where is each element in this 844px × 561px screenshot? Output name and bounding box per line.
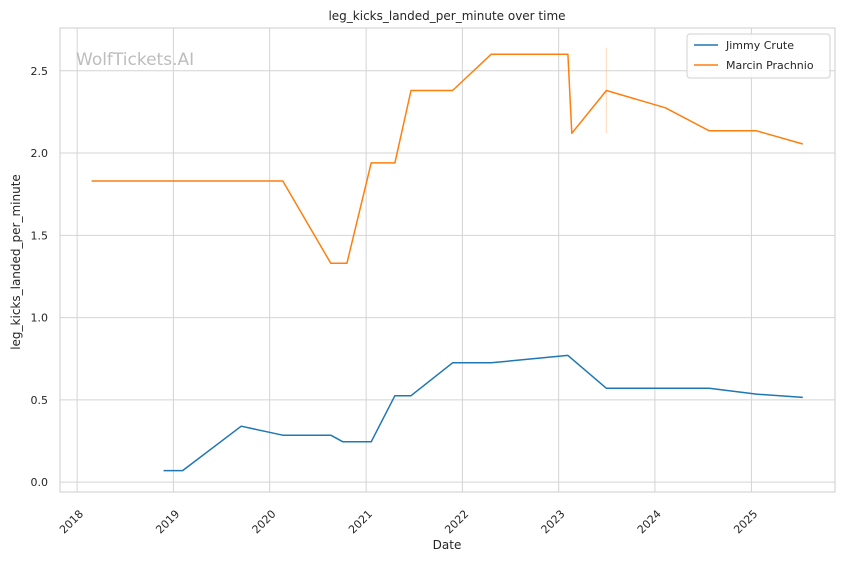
y-axis-label: leg_kicks_landed_per_minute (9, 174, 23, 350)
legend-box (686, 33, 831, 79)
data-point (708, 130, 710, 132)
data-point (802, 143, 804, 145)
legend-label: Jimmy Crute (725, 39, 794, 52)
series-line-0 (163, 354, 803, 472)
data-point (452, 362, 454, 364)
series-line-1 (91, 53, 804, 265)
plot-frame (59, 27, 836, 493)
legend: Jimmy Crute Marcin Prachnio (686, 33, 831, 79)
data-point (606, 388, 608, 390)
x-tick-label: 2025 (731, 507, 760, 536)
x-tick-label: 2020 (250, 507, 279, 536)
data-point (394, 162, 396, 164)
data-point (282, 434, 284, 436)
data-point (342, 441, 344, 443)
data-point (282, 180, 284, 182)
data-point (410, 395, 412, 397)
y-tick-label: 0.0 (31, 476, 49, 489)
data-point (330, 262, 332, 264)
series-layer (91, 47, 804, 472)
data-point (665, 107, 667, 109)
data-point (571, 133, 573, 135)
y-tick-label: 1.0 (31, 312, 49, 325)
data-point (606, 90, 608, 92)
x-tick-label: 2021 (346, 507, 375, 536)
y-tick-label: 2.0 (31, 147, 49, 160)
data-point (394, 395, 396, 397)
data-point (410, 90, 412, 92)
y-tick-label: 1.5 (31, 229, 49, 242)
x-axis-label: Date (433, 538, 462, 552)
data-point (182, 470, 184, 472)
data-point (802, 397, 804, 399)
data-point (240, 425, 242, 427)
data-point (91, 180, 93, 182)
data-point (708, 388, 710, 390)
legend-label: Marcin Prachnio (726, 59, 814, 72)
data-point (452, 90, 454, 92)
data-point (490, 54, 492, 56)
data-point (370, 441, 372, 443)
x-tick-label: 2018 (57, 507, 86, 536)
y-tick-label: 2.5 (31, 65, 49, 78)
data-point (370, 162, 372, 164)
data-point (163, 470, 165, 472)
watermark: WolfTickets.AI (76, 50, 194, 70)
data-point (756, 130, 758, 132)
y-tick-label: 0.5 (31, 394, 49, 407)
data-point (330, 434, 332, 436)
x-tick-label: 2019 (153, 507, 182, 536)
x-tick-label: 2022 (442, 507, 471, 536)
data-point (346, 262, 348, 264)
data-point (567, 54, 569, 56)
data-point (490, 362, 492, 364)
x-tick-label: 2023 (539, 507, 568, 536)
x-tick-label: 2024 (635, 507, 664, 536)
grid (59, 27, 836, 493)
chart-title: leg_kicks_landed_per_minute over time (328, 9, 565, 23)
data-point (567, 355, 569, 357)
data-point (756, 393, 758, 395)
